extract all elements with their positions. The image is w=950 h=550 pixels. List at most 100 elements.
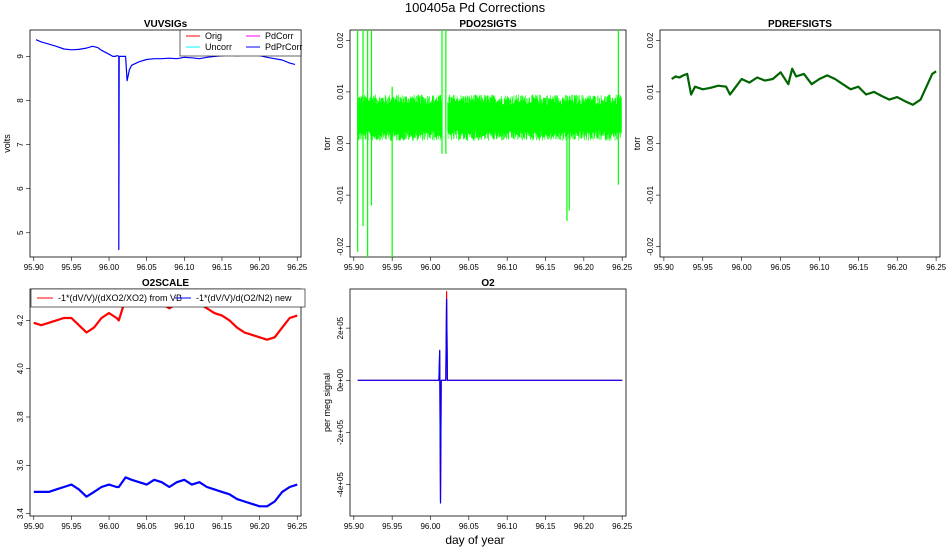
plot-frame (29, 29, 302, 258)
panel-o2: O2 per meg signal 95.90 95.95 96.00 96.05 96.1… (322, 278, 633, 531)
plot-area (671, 67, 937, 106)
y-axis-label: per meg signal (322, 373, 332, 432)
x-tick-label: 96.05 (459, 263, 480, 272)
x-tick-label: 96.05 (459, 522, 480, 531)
y-tick-label: 0.01 (646, 84, 655, 100)
legend: -1*(dV/V)/(dXO2/XO2) from VB -1*(dV/V)/d(… (30, 288, 306, 308)
legend-label: -1*(dV/V)/(dXO2/XO2) from VB (58, 293, 182, 303)
y-axis-label: volts (2, 134, 12, 153)
y-axis-label: torr (322, 137, 332, 151)
y-tick-label: 3.4 (16, 507, 25, 519)
x-tick-label: 96.25 (612, 522, 633, 531)
y-tick-label: 9 (16, 54, 25, 59)
plot-frame (349, 29, 627, 258)
x-tick-label: 96.10 (174, 263, 195, 272)
x-tick-label: 96.15 (535, 522, 556, 531)
plot-frame (29, 288, 302, 517)
x-tick-label: 96.20 (574, 522, 595, 531)
x-tick-label: 95.90 (654, 263, 675, 272)
chart-title: O2 (481, 278, 495, 289)
x-tick-label: 95.95 (61, 263, 82, 272)
y-tick-label: 8 (16, 98, 25, 103)
plot-frame (659, 29, 941, 258)
y-tick-label: 3.6 (16, 459, 25, 471)
x-tick-label: 95.95 (382, 263, 403, 272)
chart-title: O2SCALE (142, 278, 190, 289)
x-tick-label: 96.05 (137, 263, 158, 272)
series-line (671, 67, 937, 106)
legend-label: Uncorr (205, 42, 232, 52)
series-line (33, 476, 298, 508)
panel-pdrefsigts: PDREFSIGTS torr 95.90 95.95 96.00 96.05 96.10 9… (632, 19, 947, 272)
x-tick-label: 95.95 (61, 522, 82, 531)
x-tick-label: 96.00 (99, 263, 120, 272)
figure-title: 100405a Pd Corrections (405, 0, 546, 15)
legend: Orig PdCorr Uncorr PdPrCorr (179, 29, 303, 57)
y-tick-label: 4.0 (16, 363, 25, 375)
series-line (357, 291, 623, 501)
y-tick-label: -0.01 (336, 185, 345, 204)
x-tick-label: 95.95 (382, 522, 403, 531)
y-tick-label: 4.2 (16, 314, 25, 326)
plot-area (35, 39, 296, 251)
x-tick-label: 96.10 (497, 263, 518, 272)
x-tick-label: 95.90 (344, 522, 365, 531)
x-tick-label: 96.20 (250, 522, 271, 531)
y-tick-label: 0.01 (336, 84, 345, 100)
x-tick-label: 96.20 (250, 263, 271, 272)
x-tick-label: 96.10 (809, 263, 830, 272)
legend-label: -1*(dV/V)/d(O2/N2) new (196, 293, 292, 303)
legend-box (30, 288, 306, 308)
series-line (35, 39, 296, 251)
y-tick-label: 0.00 (336, 135, 345, 151)
panel-vuvsigs: VUVSIGs volts 95.90 95.95 96.00 96.05 96.10 96.… (2, 19, 308, 272)
x-tick-label: 96.15 (848, 263, 869, 272)
x-tick-label: 96.25 (612, 263, 633, 272)
y-tick-label: 2e+05 (336, 316, 345, 339)
noise-band (357, 94, 622, 141)
x-tick-label: 96.00 (420, 522, 441, 531)
y-tick-label: -0.01 (646, 185, 655, 204)
y-tick-label: 7 (16, 142, 25, 147)
x-tick-label: 96.25 (287, 522, 308, 531)
plot-area (357, 291, 623, 504)
figure-xlabel: day of year (445, 533, 504, 547)
y-tick-label: 0.02 (336, 32, 345, 48)
panel-pdo2sigts: PDO2SIGTS torr 95.90 95.95 96.00 96.05 96.10 96… (322, 19, 633, 272)
plot-area (33, 297, 298, 508)
plot-frame (349, 288, 627, 517)
chart-title: PDREFSIGTS (768, 19, 832, 30)
x-tick-label: 95.90 (344, 263, 365, 272)
x-tick-label: 96.00 (420, 263, 441, 272)
legend-label: PdPrCorr (265, 42, 303, 52)
x-tick-label: 96.15 (535, 263, 556, 272)
x-tick-label: 96.20 (887, 263, 908, 272)
legend-label: PdCorr (265, 31, 294, 41)
y-tick-label: 0.02 (646, 32, 655, 48)
y-tick-label: 5 (16, 230, 25, 235)
x-tick-label: 96.10 (497, 522, 518, 531)
y-tick-label: -2e+05 (336, 419, 345, 445)
x-tick-label: 96.05 (137, 522, 158, 531)
x-tick-label: 95.90 (24, 522, 45, 531)
x-tick-label: 95.90 (24, 263, 45, 272)
legend-box (179, 29, 302, 57)
x-tick-label: 96.15 (212, 263, 233, 272)
x-tick-label: 96.20 (574, 263, 595, 272)
y-tick-label: -0.02 (336, 237, 345, 256)
x-tick-label: 96.05 (771, 263, 792, 272)
x-tick-label: 95.95 (693, 263, 714, 272)
y-tick-label: 3.8 (16, 411, 25, 423)
chart-title: PDO2SIGTS (459, 19, 517, 30)
panel-o2scale: O2SCALE 95.90 95.95 96.00 96.05 96.10 96.15 96.… (16, 278, 308, 531)
y-tick-label: -4e+05 (336, 472, 345, 498)
y-tick-label: 6 (16, 186, 25, 191)
x-tick-label: 96.10 (174, 522, 195, 531)
x-tick-label: 96.00 (99, 522, 120, 531)
x-tick-label: 96.15 (212, 522, 233, 531)
legend-label: Orig (205, 31, 222, 41)
y-tick-label: 0.00 (646, 135, 655, 151)
y-tick-label: -0.02 (646, 237, 655, 256)
x-tick-label: 96.25 (926, 263, 947, 272)
